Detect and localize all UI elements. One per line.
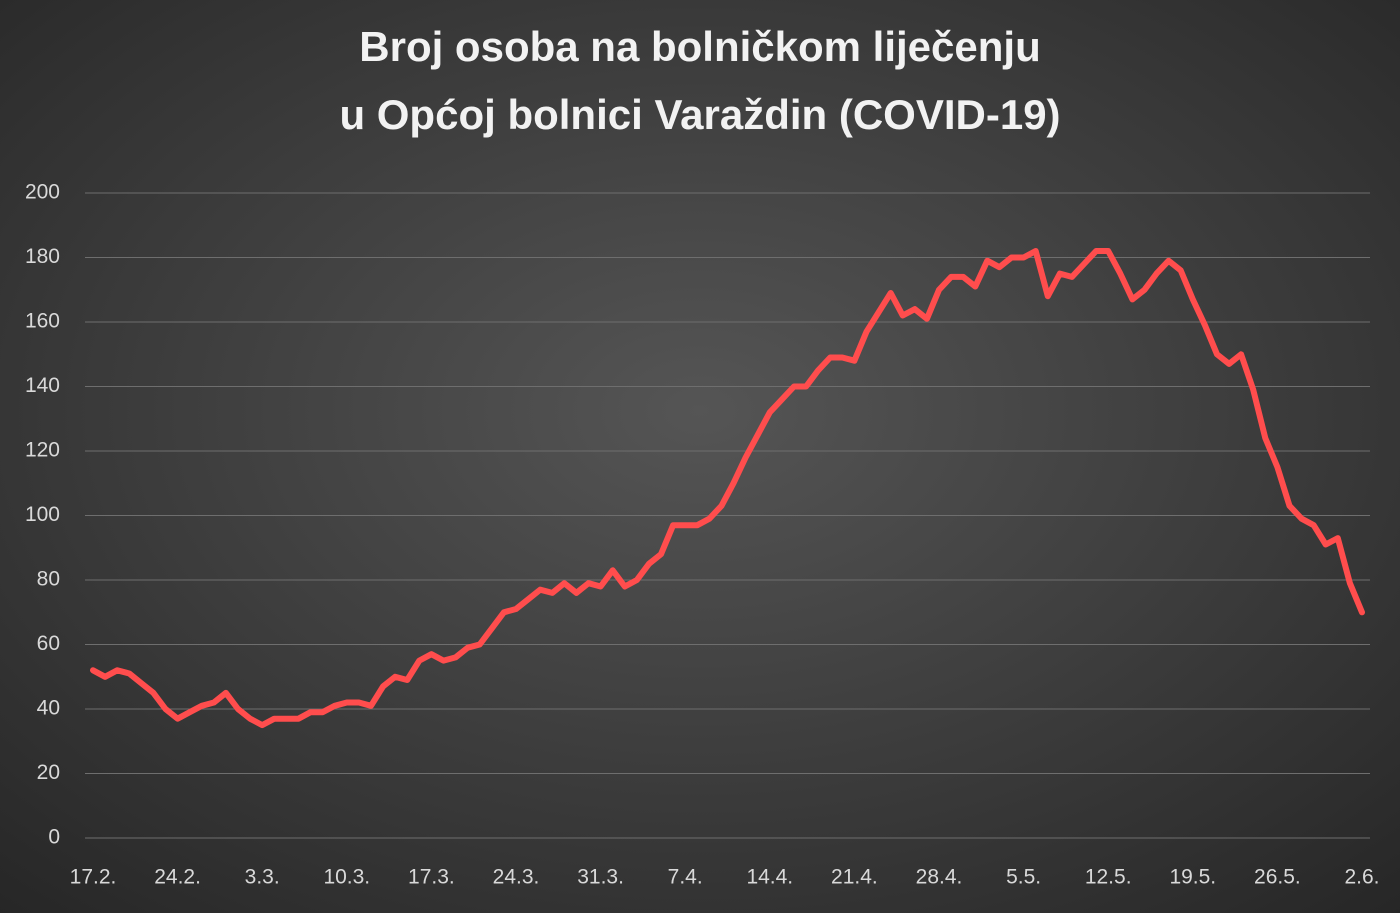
y-tick-label: 80 <box>37 568 60 591</box>
y-tick-label: 160 <box>25 310 60 333</box>
chart-title: u Općoj bolnici Varaždin (COVID-19) <box>339 91 1060 138</box>
x-tick-label: 24.2. <box>154 866 201 889</box>
x-tick-label: 12.5. <box>1085 866 1132 889</box>
x-tick-label: 21.4. <box>831 866 878 889</box>
x-tick-label: 17.3. <box>408 866 455 889</box>
y-tick-label: 60 <box>37 632 60 655</box>
y-tick-label: 100 <box>25 503 60 526</box>
x-tick-label: 31.3. <box>577 866 624 889</box>
x-tick-label: 7.4. <box>668 866 703 889</box>
y-tick-label: 0 <box>48 826 60 849</box>
x-tick-label: 26.5. <box>1254 866 1301 889</box>
y-tick-label: 140 <box>25 374 60 397</box>
chart-title: Broj osoba na bolničkom liječenju <box>359 23 1040 70</box>
y-tick-label: 180 <box>25 245 60 268</box>
x-tick-label: 5.5. <box>1006 866 1041 889</box>
x-tick-label: 17.2. <box>70 866 117 889</box>
y-tick-label: 200 <box>25 181 60 204</box>
y-tick-label: 20 <box>37 761 60 784</box>
x-tick-label: 19.5. <box>1169 866 1216 889</box>
y-tick-label: 120 <box>25 439 60 462</box>
x-tick-label: 2.6. <box>1344 866 1379 889</box>
y-tick-label: 40 <box>37 697 60 720</box>
x-tick-label: 10.3. <box>323 866 370 889</box>
x-tick-label: 3.3. <box>245 866 280 889</box>
x-tick-label: 28.4. <box>916 866 963 889</box>
x-tick-label: 24.3. <box>493 866 540 889</box>
line <box>90 248 1365 729</box>
x-tick-label: 14.4. <box>746 866 793 889</box>
